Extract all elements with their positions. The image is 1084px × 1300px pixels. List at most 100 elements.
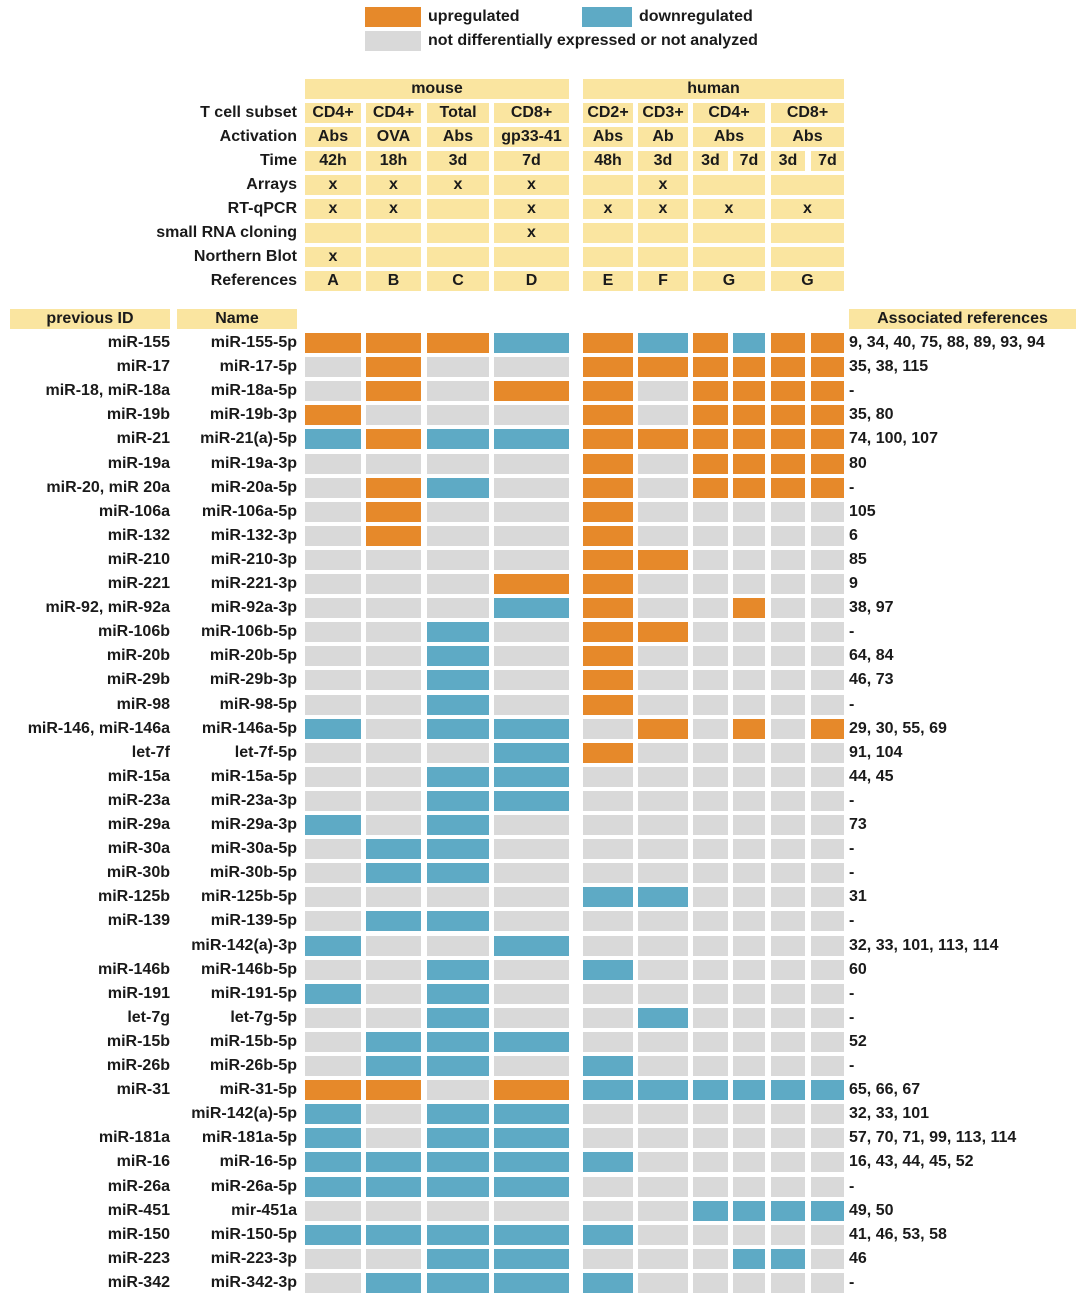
- expression-cell: [494, 333, 569, 353]
- expression-cell: [305, 887, 361, 907]
- expression-cell: [305, 791, 361, 811]
- header-cell: [693, 103, 765, 123]
- mirna-prev-id: miR-20, miR 20a: [46, 479, 170, 496]
- expression-cell: [305, 670, 361, 690]
- expression-cell: [583, 1273, 633, 1293]
- mirna-associated-refs: -: [849, 985, 855, 1002]
- expression-cell: [366, 719, 421, 739]
- expression-cell: [693, 839, 728, 859]
- expression-cell: [583, 960, 633, 980]
- expression-cell: [305, 815, 361, 835]
- expression-cell: [583, 887, 633, 907]
- expression-cell: [638, 502, 688, 522]
- expression-cell: [771, 1056, 805, 1076]
- expression-cell: [771, 743, 805, 763]
- expression-cell: [771, 405, 805, 425]
- expression-cell: [366, 526, 421, 546]
- expression-cell: [693, 1128, 728, 1148]
- expression-cell: [366, 911, 421, 931]
- header-subset-value: CD8+: [786, 104, 829, 121]
- expression-cell: [494, 695, 569, 715]
- header-time-value: 7d: [522, 152, 541, 169]
- mirna-prev-id: miR-146, miR-146a: [27, 720, 170, 737]
- expression-cell: [638, 478, 688, 498]
- header-cell: [366, 199, 421, 219]
- expression-cell: [733, 1152, 765, 1172]
- header-cell: [771, 223, 844, 243]
- expression-cell: [638, 550, 688, 570]
- expression-cell: [733, 984, 765, 1004]
- mirna-name: miR-132-3p: [210, 527, 297, 544]
- expression-cell: [811, 743, 844, 763]
- expression-cell: [366, 333, 421, 353]
- expression-cell: [366, 1273, 421, 1293]
- header-time-value: 3d: [701, 152, 720, 169]
- expression-cell: [733, 333, 765, 353]
- expression-cell: [366, 936, 421, 956]
- header-cell: [583, 199, 633, 219]
- expression-cell: [583, 598, 633, 618]
- expression-cell: [771, 1128, 805, 1148]
- mirna-name: miR-26a-5p: [210, 1178, 297, 1195]
- expression-cell: [733, 719, 765, 739]
- header-ref-value: G: [801, 272, 814, 289]
- mirna-associated-refs: 35, 38, 115: [849, 358, 929, 375]
- expression-cell: [693, 502, 728, 522]
- expression-cell: [427, 1128, 489, 1148]
- expression-cell: [494, 502, 569, 522]
- mirna-associated-refs: 105: [849, 503, 876, 520]
- header-subset-value: CD4+: [312, 104, 354, 121]
- expression-cell: [366, 1056, 421, 1076]
- expression-cell: [366, 839, 421, 859]
- expression-cell: [811, 478, 844, 498]
- expression-cell: [366, 1249, 421, 1269]
- mirna-associated-refs: 9: [849, 575, 858, 592]
- header-row-label: Time: [259, 152, 297, 169]
- legend-not-de-label: not differentially expressed or not anal…: [428, 32, 758, 49]
- expression-cell: [733, 502, 765, 522]
- expression-cell: [638, 863, 688, 883]
- expression-cell: [427, 1032, 489, 1052]
- expression-cell: [811, 1225, 844, 1245]
- expression-cell: [366, 574, 421, 594]
- header-time-value: 3d: [778, 152, 798, 169]
- mirna-name: miR-19b-3p: [209, 406, 297, 423]
- expression-cell: [427, 984, 489, 1004]
- expression-cell: [583, 622, 633, 642]
- mirna-prev-id: miR-23a: [107, 792, 170, 809]
- header-cell: [366, 151, 421, 171]
- expression-cell: [638, 1104, 688, 1124]
- header-cell: [693, 127, 765, 147]
- header-arrays-value: x: [527, 176, 536, 193]
- expression-cell: [427, 960, 489, 980]
- mirna-associated-refs: 46: [849, 1250, 867, 1267]
- mirna-name: miR-155-5p: [210, 334, 297, 351]
- expression-cell: [427, 526, 489, 546]
- expression-cell: [494, 1104, 569, 1124]
- expression-cell: [693, 911, 728, 931]
- expression-cell: [638, 622, 688, 642]
- mirna-name: miR-15b-5p: [209, 1033, 297, 1050]
- header-rtqpcr-value: x: [527, 200, 536, 217]
- header-cell: [305, 247, 361, 267]
- expression-cell: [305, 719, 361, 739]
- expression-cell: [366, 454, 421, 474]
- expression-cell: [427, 767, 489, 787]
- expression-cell: [494, 405, 569, 425]
- expression-cell: [427, 815, 489, 835]
- expression-cell: [771, 526, 805, 546]
- expression-cell: [693, 405, 728, 425]
- mirna-prev-id: miR-30a: [107, 840, 170, 857]
- expression-cell: [427, 887, 489, 907]
- expression-cell: [771, 646, 805, 666]
- mirna-associated-refs: 73: [849, 816, 867, 833]
- header-cell: [638, 199, 688, 219]
- expression-cell: [305, 1080, 361, 1100]
- expression-cell: [733, 622, 765, 642]
- expression-cell: [366, 1177, 421, 1197]
- mirna-prev-id: miR-342: [107, 1274, 170, 1291]
- expression-cell: [693, 550, 728, 570]
- expression-cell: [366, 1152, 421, 1172]
- mirna-name: miR-142(a)-5p: [191, 1105, 297, 1122]
- header-cell: [638, 223, 688, 243]
